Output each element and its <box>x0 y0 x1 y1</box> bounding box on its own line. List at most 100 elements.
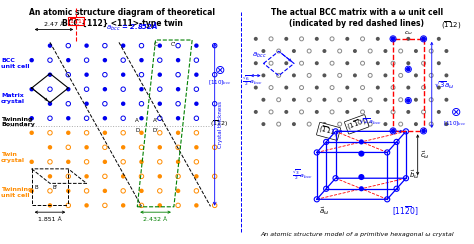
Circle shape <box>176 116 180 121</box>
Text: C: C <box>154 42 157 47</box>
Circle shape <box>315 37 319 41</box>
Circle shape <box>345 86 349 90</box>
Circle shape <box>103 131 107 135</box>
Text: A': A' <box>153 118 158 123</box>
Circle shape <box>157 102 162 106</box>
Circle shape <box>103 160 107 164</box>
Text: $[11\overline{2}0]$: $[11\overline{2}0]$ <box>392 204 419 218</box>
Circle shape <box>262 98 265 102</box>
Circle shape <box>84 145 89 150</box>
Text: 1.851 Å: 1.851 Å <box>38 217 62 222</box>
Circle shape <box>345 61 349 65</box>
Circle shape <box>48 43 52 48</box>
Text: $\otimes$: $\otimes$ <box>449 106 461 119</box>
Circle shape <box>358 151 365 157</box>
Circle shape <box>406 98 410 103</box>
Circle shape <box>84 43 89 48</box>
Text: $\frac{\sqrt{3}}{2}a_{bcc}$: $\frac{\sqrt{3}}{2}a_{bcc}$ <box>292 169 313 183</box>
Circle shape <box>121 102 126 106</box>
Circle shape <box>292 49 296 53</box>
Circle shape <box>66 87 71 92</box>
Circle shape <box>254 110 258 114</box>
Circle shape <box>66 116 71 121</box>
Circle shape <box>437 86 441 90</box>
Circle shape <box>121 145 126 150</box>
Text: 2.432 Å: 2.432 Å <box>144 217 168 222</box>
Circle shape <box>139 116 144 121</box>
Text: $\vec{a}_\omega$: $\vec{a}_\omega$ <box>319 205 329 217</box>
Circle shape <box>254 86 258 90</box>
Circle shape <box>66 131 71 135</box>
Circle shape <box>391 37 395 41</box>
Circle shape <box>445 122 448 126</box>
Circle shape <box>414 49 418 53</box>
Circle shape <box>139 87 144 92</box>
Text: $\vec{b}_\omega$: $\vec{b}_\omega$ <box>410 168 420 181</box>
Circle shape <box>139 189 144 193</box>
Text: BCC
unit cell: BCC unit cell <box>1 58 30 69</box>
Circle shape <box>139 160 144 164</box>
Text: $(\overline{1}11)$: $(\overline{1}11)$ <box>317 123 340 140</box>
Text: Twinning
Boundary: Twinning Boundary <box>1 117 35 127</box>
Circle shape <box>353 49 357 53</box>
Circle shape <box>29 131 34 135</box>
Circle shape <box>406 67 410 71</box>
Text: $(\overline{1}12)$: $(\overline{1}12)$ <box>441 19 461 31</box>
Circle shape <box>322 49 327 53</box>
Circle shape <box>383 73 387 77</box>
Circle shape <box>157 72 162 77</box>
Text: Matrix
crystal: Matrix crystal <box>1 93 25 104</box>
Text: $a_{bcc}$: $a_{bcc}$ <box>252 51 267 60</box>
Circle shape <box>84 102 89 106</box>
Circle shape <box>84 203 89 208</box>
Circle shape <box>315 86 319 90</box>
Text: D: D <box>135 128 139 133</box>
Circle shape <box>139 131 144 135</box>
Circle shape <box>66 160 71 164</box>
Text: $a_{bcc}$ = 2.852Å: $a_{bcc}$ = 2.852Å <box>106 21 158 33</box>
Circle shape <box>383 98 387 102</box>
Text: The actual BCC matrix with a ω unit cell
(indicated by red dashed lines): The actual BCC matrix with a ω unit cell… <box>271 8 443 29</box>
Text: An atomic structure diagram of theoretical
BCC {112} <111>-type twin: An atomic structure diagram of theoretic… <box>29 8 215 29</box>
Text: $(1\overline{1}0)$: $(1\overline{1}0)$ <box>345 115 368 133</box>
Circle shape <box>376 37 380 41</box>
Circle shape <box>262 49 265 53</box>
Circle shape <box>376 110 380 114</box>
Circle shape <box>391 129 395 133</box>
Circle shape <box>29 189 34 193</box>
Circle shape <box>284 37 288 41</box>
Circle shape <box>254 37 258 41</box>
Circle shape <box>84 72 89 77</box>
Circle shape <box>176 87 180 92</box>
Circle shape <box>353 122 357 126</box>
Circle shape <box>84 174 89 179</box>
Circle shape <box>121 174 126 179</box>
Circle shape <box>406 110 410 114</box>
Circle shape <box>414 73 418 77</box>
Circle shape <box>345 110 349 114</box>
Circle shape <box>406 86 410 90</box>
Circle shape <box>194 72 199 77</box>
Circle shape <box>48 102 52 106</box>
Circle shape <box>48 72 52 77</box>
Circle shape <box>176 58 180 62</box>
Circle shape <box>157 203 162 208</box>
Circle shape <box>376 86 380 90</box>
Text: $[110]_{bcc}$: $[110]_{bcc}$ <box>208 78 231 87</box>
Circle shape <box>176 189 180 193</box>
Circle shape <box>445 49 448 53</box>
Circle shape <box>353 98 357 102</box>
Circle shape <box>322 73 327 77</box>
Text: $\sqrt{2}a_{bcc}$: $\sqrt{2}a_{bcc}$ <box>359 116 382 127</box>
Text: An atomic structure model of a primitive hexagonal ω crystal: An atomic structure model of a primitive… <box>260 232 454 237</box>
Circle shape <box>194 174 199 179</box>
Circle shape <box>353 73 357 77</box>
Circle shape <box>29 160 34 164</box>
Circle shape <box>437 110 441 114</box>
Circle shape <box>176 131 180 135</box>
Text: $\otimes$: $\otimes$ <box>214 64 225 77</box>
Circle shape <box>315 110 319 114</box>
Circle shape <box>103 58 107 62</box>
Circle shape <box>292 98 296 102</box>
Circle shape <box>262 122 265 126</box>
